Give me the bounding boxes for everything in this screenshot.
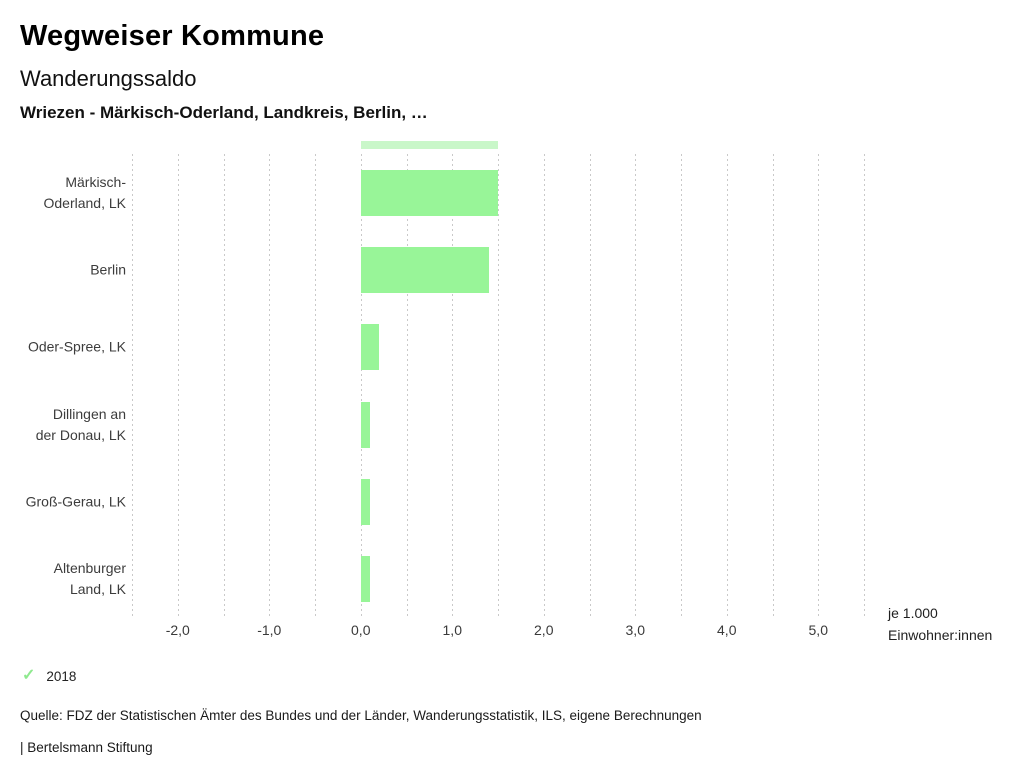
gridline: [315, 154, 316, 618]
source-note: Quelle: FDZ der Statistischen Ämter des …: [20, 708, 702, 723]
gridline: [360, 154, 362, 618]
gridline: [681, 154, 682, 618]
x-tick-label: 0,0: [351, 622, 371, 638]
x-tick-label: 2,0: [534, 622, 554, 638]
category-label: Oder-Spree, LK: [27, 338, 126, 355]
gridline: [772, 154, 774, 618]
gridline: [864, 154, 865, 618]
plot-area: [132, 154, 865, 618]
legend-item-2018[interactable]: ✓ 2018: [22, 668, 76, 684]
category-label: Groß-Gerau, LK: [25, 493, 126, 510]
gridline: [818, 154, 820, 618]
gridline: [177, 154, 179, 618]
category-label: Märkisch- Oderland, LK: [43, 173, 127, 211]
value-axis: -2,0 -1,0 0,0 1,0 2,0 3,0 4,0 5,0: [132, 622, 864, 644]
gridline: [452, 154, 454, 618]
axis-unit-label: je 1.000 Einwohner:innen: [888, 602, 992, 646]
axis-unit-line2: Einwohner:innen: [888, 627, 993, 643]
gridline: [589, 154, 591, 618]
chart-subject: Wriezen - Märkisch-Oderland, Landkreis, …: [20, 103, 428, 122]
category-label: Altenburger Land, LK: [53, 560, 126, 598]
app-title: Wegweiser Kommune: [20, 20, 325, 52]
category-axis: Märkisch- Oderland, LK Berlin Oder-Spree, …: [0, 154, 126, 618]
scrollbar-preview[interactable]: [360, 141, 498, 149]
gridline: [406, 154, 408, 618]
x-tick-label: 5,0: [808, 622, 828, 638]
x-tick-label: 4,0: [717, 622, 737, 638]
attribution: | Bertelsmann Stiftung: [20, 740, 153, 755]
x-tick-label: 1,0: [442, 622, 462, 638]
gridline: [498, 154, 499, 618]
x-tick-label: 3,0: [625, 622, 645, 638]
bar[interactable]: [360, 479, 370, 525]
axis-unit-line1: je 1.000: [888, 605, 938, 621]
bar[interactable]: [360, 401, 370, 448]
category-label: Dillingen an der Donau, LK: [35, 405, 126, 443]
bar[interactable]: [360, 247, 489, 293]
gridline: [269, 154, 271, 618]
x-tick-label: -2,0: [165, 622, 190, 638]
check-icon: ✓: [22, 667, 36, 684]
gridline: [635, 154, 637, 618]
bar[interactable]: [360, 324, 380, 371]
chart-title: Wanderungssaldo: [20, 66, 197, 91]
gridline: [132, 154, 133, 618]
gridline: [543, 154, 545, 618]
gridline: [223, 154, 225, 618]
gridline: [726, 154, 728, 618]
bar[interactable]: [360, 556, 370, 603]
legend-label: 2018: [46, 668, 77, 684]
category-label: Berlin: [90, 261, 126, 278]
x-tick-label: -1,0: [257, 622, 282, 638]
bar[interactable]: [360, 169, 498, 216]
